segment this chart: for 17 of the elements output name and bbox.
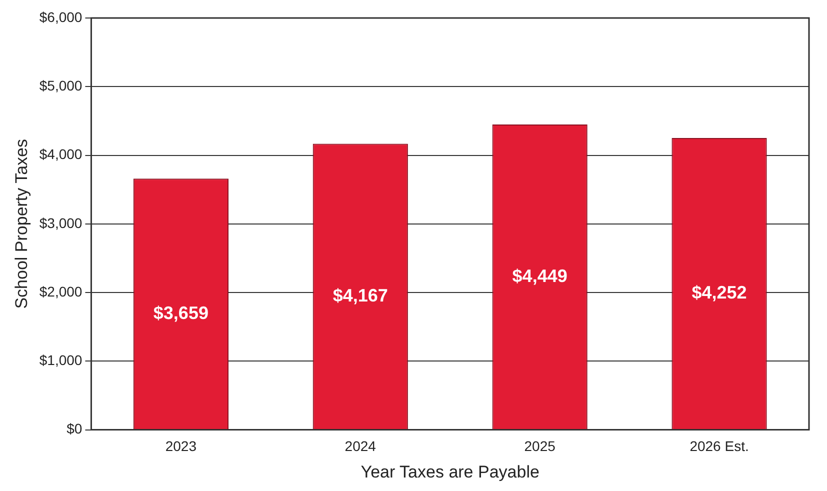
x-tick-label: 2026 Est. [690, 438, 749, 454]
x-tick-label: 2023 [165, 438, 197, 454]
data-label: $3,659 [153, 302, 208, 323]
x-axis-title: Year Taxes are Payable [360, 462, 540, 482]
data-label: $4,449 [512, 266, 568, 286]
x-tick-label: 2025 [524, 438, 556, 454]
y-tick-label: $6,000 [39, 8, 82, 25]
y-tick-label: $2,000 [39, 283, 82, 300]
y-tick-label: $4,000 [39, 146, 82, 162]
y-tick-label: $1,000 [39, 352, 82, 368]
data-label: $4,167 [332, 286, 388, 306]
y-axis-title: School Property Taxes [12, 139, 31, 309]
data-label: $4,252 [692, 282, 747, 303]
y-tick-label: $3,000 [39, 214, 82, 231]
x-tick-label: 2024 [344, 438, 376, 454]
y-tick-label: $0 [66, 420, 82, 437]
y-tick-label: $5,000 [39, 77, 82, 94]
